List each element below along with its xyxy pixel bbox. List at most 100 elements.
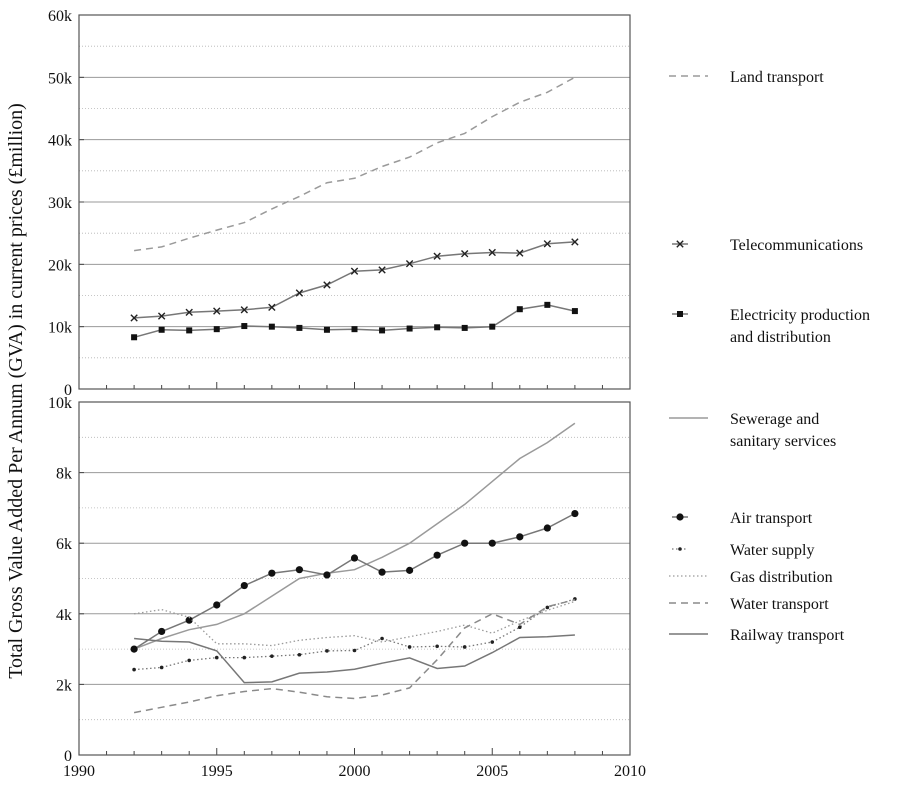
x-tick-label: 1995 xyxy=(201,763,233,780)
data-point xyxy=(187,658,191,663)
chart-panel-bottom: 0 2k 4k 6k 8k 10k xyxy=(48,395,631,765)
data-point xyxy=(488,248,496,257)
y-axis-label: Total Gross Value Added Per Annum (GVA) … xyxy=(5,103,27,679)
legend-item: Railway transport xyxy=(669,627,845,644)
series-water-transport xyxy=(133,598,576,714)
series-electricity-production-and-distribution xyxy=(131,301,578,341)
legend-label: Water supply xyxy=(730,542,814,559)
data-point xyxy=(461,324,468,331)
legend-marker xyxy=(676,513,684,521)
legend-label: Telecommunications xyxy=(730,237,863,254)
data-point xyxy=(571,238,579,246)
data-point xyxy=(325,649,329,653)
legend-label: sanitary services xyxy=(730,433,836,450)
legend-marker xyxy=(678,547,682,551)
data-point xyxy=(214,655,219,660)
series-line xyxy=(134,634,575,684)
data-point xyxy=(462,645,467,649)
data-point xyxy=(543,524,551,532)
data-point xyxy=(544,301,551,308)
y-tick-label: 40k xyxy=(48,133,72,150)
y-tick-label: 30k xyxy=(48,195,72,212)
legend-label: Land transport xyxy=(730,69,824,86)
data-point xyxy=(186,327,193,334)
legend-label: Gas distribution xyxy=(730,569,833,586)
legend-marker xyxy=(677,311,683,317)
data-point xyxy=(490,640,495,644)
y-tick-label: 0 xyxy=(64,748,72,765)
data-point xyxy=(489,323,496,330)
data-point xyxy=(435,644,439,649)
legend-label: Railway transport xyxy=(730,627,845,644)
series-water-supply xyxy=(132,597,577,672)
data-point xyxy=(268,569,276,577)
data-point xyxy=(323,326,330,333)
plot-frame xyxy=(78,401,631,756)
plot-frame xyxy=(78,14,631,390)
chart-legend: Land transport Telecommunications Electric… xyxy=(669,69,870,644)
y-tick-label: 50k xyxy=(48,70,72,87)
legend-item: Land transport xyxy=(669,69,824,86)
data-point xyxy=(130,314,138,322)
y-tick-label: 6k xyxy=(56,536,72,553)
data-point xyxy=(270,654,274,658)
x-tick-label: 2000 xyxy=(339,763,371,780)
legend-label: Air transport xyxy=(730,510,813,527)
data-point xyxy=(213,601,221,609)
data-point xyxy=(268,323,275,330)
data-point xyxy=(543,240,552,248)
data-point xyxy=(380,636,384,641)
data-point xyxy=(158,627,166,636)
legend-label: Water transport xyxy=(730,596,829,613)
series-air-transport xyxy=(130,509,579,653)
data-point xyxy=(488,539,496,547)
series-line xyxy=(134,241,575,319)
legend-item: Water supply xyxy=(672,542,814,559)
data-point xyxy=(295,289,304,297)
data-point xyxy=(434,324,441,331)
data-point xyxy=(379,327,386,334)
legend-item: Telecommunications xyxy=(672,237,863,254)
data-point xyxy=(516,533,524,541)
data-point xyxy=(158,326,165,333)
series-line xyxy=(134,598,576,671)
series-line xyxy=(133,598,576,714)
data-point xyxy=(242,655,247,660)
data-point xyxy=(213,326,220,333)
data-point xyxy=(297,652,302,657)
data-point xyxy=(185,616,193,624)
data-point xyxy=(241,323,248,330)
series-sewerage-and-sanitary-services xyxy=(133,422,576,650)
legend-item: Gas distribution xyxy=(669,569,833,586)
data-point xyxy=(433,252,441,260)
y-tick-label: 2k xyxy=(56,677,72,694)
legend-label: Sewerage and xyxy=(730,411,819,428)
data-point xyxy=(296,324,303,331)
data-point xyxy=(571,509,579,518)
data-point xyxy=(545,605,550,610)
y-tick-label: 10k xyxy=(48,395,72,412)
y-tick-label: 10k xyxy=(48,320,72,337)
legend-label: Electricity production xyxy=(730,307,870,324)
data-point xyxy=(378,568,386,576)
data-point xyxy=(350,554,359,562)
data-point xyxy=(461,539,469,547)
data-point xyxy=(132,667,136,672)
data-point xyxy=(516,306,523,313)
legend-item: Air transport xyxy=(672,510,813,527)
series-line xyxy=(133,76,576,252)
chart-panel-top: 0 10k 20k 30k 40k 50k 60k xyxy=(48,8,631,399)
data-point xyxy=(352,648,357,653)
y-tick-label: 20k xyxy=(48,257,72,274)
y-tick-label: 8k xyxy=(56,466,72,483)
data-point xyxy=(240,581,248,590)
data-point xyxy=(295,566,303,574)
x-tick-label: 1990 xyxy=(63,763,95,780)
data-point xyxy=(406,325,413,332)
data-point xyxy=(131,334,138,341)
legend-item: Sewerage and sanitary services xyxy=(669,411,836,450)
x-tick-label: 2005 xyxy=(476,763,508,780)
